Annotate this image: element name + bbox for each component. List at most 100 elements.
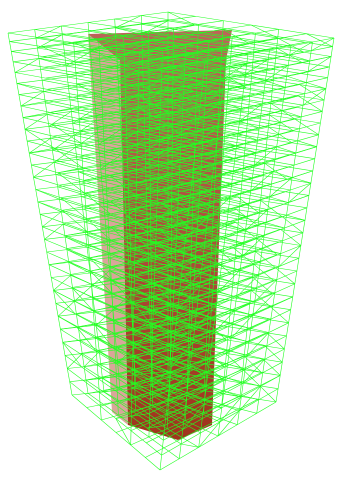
column [89, 245, 90, 258]
column [269, 319, 271, 332]
brace [237, 210, 259, 226]
column [262, 236, 264, 249]
column [87, 219, 88, 232]
column [257, 400, 259, 414]
column [65, 355, 67, 368]
column [102, 378, 104, 391]
column [295, 271, 297, 284]
column [224, 364, 225, 378]
brace [250, 38, 278, 44]
column [56, 303, 58, 316]
column [37, 48, 39, 58]
column [250, 85, 251, 97]
brace [284, 195, 309, 204]
column [42, 227, 44, 240]
column [296, 141, 298, 153]
column [254, 42, 255, 52]
column [305, 208, 307, 221]
column [60, 329, 62, 342]
column [243, 156, 244, 168]
column [39, 58, 41, 69]
column [322, 100, 324, 111]
column [260, 249, 262, 262]
brace [287, 171, 313, 179]
column [277, 38, 278, 48]
column [52, 150, 54, 162]
column [40, 214, 42, 227]
column [100, 406, 101, 420]
column [99, 392, 100, 406]
column [280, 362, 282, 375]
brace [225, 343, 245, 353]
column [285, 76, 287, 87]
column [241, 181, 242, 194]
column [228, 324, 229, 337]
column [10, 42, 12, 52]
brace [247, 320, 269, 330]
column [58, 316, 60, 329]
brace [246, 74, 266, 81]
column [292, 165, 294, 177]
column [21, 106, 23, 118]
column [257, 226, 258, 239]
column [41, 69, 43, 80]
brace [260, 375, 280, 385]
brace [306, 83, 326, 89]
column [56, 175, 58, 187]
column [256, 140, 258, 153]
column [49, 265, 51, 278]
column [240, 194, 241, 207]
column [98, 379, 99, 393]
brace [224, 78, 244, 85]
brace [298, 141, 317, 147]
brace [69, 262, 90, 273]
column [88, 232, 89, 245]
column [271, 172, 273, 185]
column [34, 177, 36, 189]
column [67, 250, 69, 263]
column [290, 178, 292, 191]
column [252, 63, 253, 74]
column [284, 336, 286, 349]
column [25, 129, 27, 141]
column [82, 155, 83, 167]
column [249, 96, 250, 108]
column [288, 55, 289, 65]
column [162, 440, 164, 455]
brace [270, 115, 294, 131]
column [301, 105, 303, 117]
column [8, 33, 10, 42]
column [97, 365, 98, 379]
column [255, 239, 256, 252]
column [315, 147, 317, 159]
column [251, 74, 252, 85]
column [76, 314, 78, 327]
column [301, 233, 303, 246]
column [47, 115, 49, 127]
brace [271, 103, 295, 119]
column [62, 35, 63, 45]
column [231, 46, 232, 56]
column [307, 195, 309, 207]
column [331, 47, 333, 57]
column [69, 262, 71, 275]
column [288, 190, 290, 203]
column [227, 337, 228, 350]
column [47, 252, 49, 265]
brace [17, 83, 44, 91]
column [70, 382, 72, 395]
column [254, 251, 255, 264]
column [277, 267, 279, 280]
column [280, 111, 282, 123]
brace [282, 111, 301, 117]
column [253, 264, 254, 277]
column [11, 51, 13, 61]
column [297, 258, 299, 271]
column [45, 239, 47, 252]
column [324, 89, 326, 100]
brace [38, 202, 62, 212]
brace [279, 246, 301, 267]
column [220, 265, 222, 279]
column [261, 188, 262, 201]
column [303, 220, 305, 233]
